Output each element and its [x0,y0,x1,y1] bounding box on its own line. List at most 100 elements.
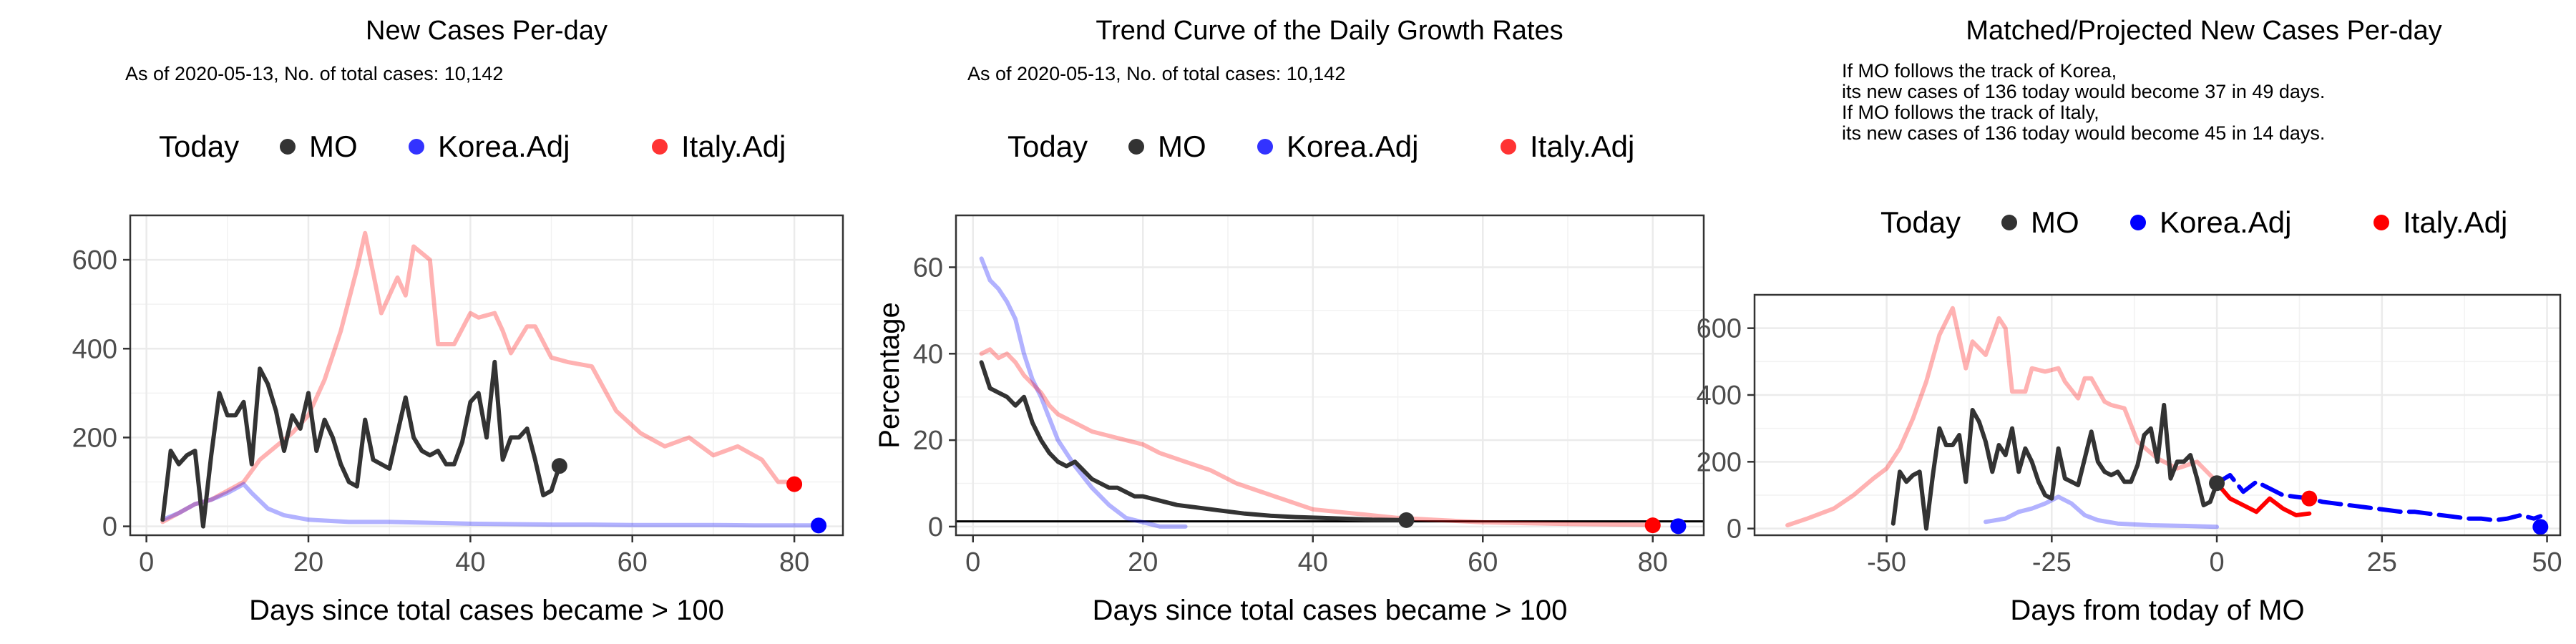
today-point-korea-adj [811,517,827,534]
x-tick-label: 40 [1298,547,1328,577]
plot-background [956,215,1704,535]
chart-subtitle-line: If MO follows the track of Korea, [1842,60,2117,82]
axis-ticks: -50 -25 0 25 50 0 200 400 600 [1697,314,2562,577]
chart-panel-3: Matched/Projected New Cases Per-day If MO… [1697,16,2562,626]
x-tick-label: 0 [139,547,154,577]
series-line-korea-adj-dashed [2215,473,2543,522]
y-tick-label: 20 [913,426,943,456]
x-axis-label: Days since total cases became > 100 [1093,595,1568,626]
legend-label: Korea.Adj [2160,205,2291,239]
chart-subtitle-line: As of 2020-05-13, No. of total cases: 10… [967,63,1345,84]
today-point-mo [1398,512,1415,528]
today-point-mo [551,458,567,474]
today-point-italy-adj [2301,490,2318,507]
chart-panel-2: Trend Curve of the Daily Growth Rates As … [874,16,1705,626]
axis-ticks: 0 20 40 60 80 0 20 40 60 [913,253,1668,577]
legend-label: MO [2031,205,2079,239]
series-lines [979,256,1655,529]
y-axis-label: Percentage [874,302,905,449]
chart-subtitle-line: As of 2020-05-13, No. of total cases: 10… [125,63,503,84]
x-tick-label: 20 [1128,547,1158,577]
series-lines [1785,306,2543,531]
legend-label: Italy.Adj [2403,205,2507,239]
x-axis-label: Days from today of MO [2010,595,2304,626]
legend-label: Italy.Adj [1530,130,1634,163]
legend-title: Today [159,130,239,163]
chart-title: Trend Curve of the Daily Growth Rates [1096,16,1563,46]
x-tick-label: 40 [455,547,485,577]
legend-key-korea-adj [409,139,424,155]
x-tick-label: 60 [1468,547,1498,577]
series-line-mo-solid [979,360,1409,522]
x-tick-label: -25 [2032,547,2072,577]
x-axis-label: Days since total cases became > 100 [249,595,724,626]
legend-label: Italy.Adj [681,130,786,163]
y-tick-label: 400 [72,334,117,364]
today-point-italy-adj [786,476,803,492]
legend: Today MO Korea.Adj Italy.Adj [1880,205,2507,239]
x-tick-label: 0 [2209,547,2224,577]
legend-title: Today [1880,205,1961,239]
y-tick-label: 0 [1727,514,1742,545]
plot-frame [129,214,844,537]
y-tick-label: 200 [1697,447,1742,477]
chart-title: Matched/Projected New Cases Per-day [1966,16,2441,46]
series-line-korea-adj-faint [1984,494,2220,530]
legend-label: Korea.Adj [438,130,570,163]
y-tick-label: 0 [928,512,943,542]
today-point-korea-adj [2532,519,2549,535]
axis-ticks: 0 20 40 60 80 0 200 400 600 [72,245,810,577]
series-line-mo-solid [1890,403,2220,531]
plot-background [1755,295,2560,535]
y-tick-label: 0 [102,512,117,542]
x-tick-label: 20 [293,547,323,577]
today-point-italy-adj [1644,517,1661,534]
series-line-italy-adj-faint [160,230,797,525]
x-tick-label: 80 [1638,547,1668,577]
legend-label: Korea.Adj [1287,130,1418,163]
x-tick-label: 50 [2532,547,2562,577]
chart-subtitle-line: its new cases of 136 today would become … [1842,122,2325,144]
gridlines [1755,295,2560,535]
series-lines [160,230,821,529]
x-tick-label: 60 [618,547,648,577]
chart-title: New Cases Per-day [366,16,608,46]
plot-frame [1753,293,2562,537]
legend-key-korea-adj [1257,139,1273,155]
y-tick-label: 600 [1697,314,1742,344]
legend: Today MO Korea.Adj Italy.Adj [1008,130,1634,163]
y-tick-label: 40 [913,339,943,369]
chart-panel-1: New Cases Per-day As of 2020-05-13, No. o… [72,16,844,626]
legend-key-italy-adj [2373,215,2389,230]
today-point-korea-adj [1670,518,1687,535]
legend-key-mo [280,139,296,155]
chart-subtitle-line: its new cases of 136 today would become … [1842,81,2325,102]
legend-label: MO [1158,130,1206,163]
gridlines [956,215,1704,535]
x-tick-label: 25 [2367,547,2397,577]
series-line-korea-adj-faint [160,482,821,528]
today-point-mo [2209,475,2225,492]
legend-key-mo [2001,215,2017,230]
y-tick-label: 600 [72,245,117,275]
legend-key-korea-adj [2130,215,2146,230]
y-tick-label: 400 [1697,381,1742,411]
y-tick-label: 60 [913,253,943,283]
legend-label: MO [309,130,358,163]
x-tick-label: 80 [779,547,809,577]
series-line-korea-adj-faint [979,256,1188,529]
series-line-italy-adj-faint [1785,306,2220,527]
x-tick-label: -50 [1867,547,1906,577]
series-line-italy-adj-faint [979,347,1655,527]
legend-key-mo [1128,139,1144,155]
chart-subtitle-line: If MO follows the track of Italy, [1842,102,2099,123]
legend-key-italy-adj [1501,139,1516,155]
y-tick-label: 200 [72,423,117,453]
plot-frame [955,214,1705,537]
series-line-mo-solid [160,359,562,529]
series-line-italy-adj-solid-color [2215,481,2312,517]
legend-key-italy-adj [652,139,668,155]
legend-title: Today [1008,130,1088,163]
legend: Today MO Korea.Adj Italy.Adj [159,130,786,163]
